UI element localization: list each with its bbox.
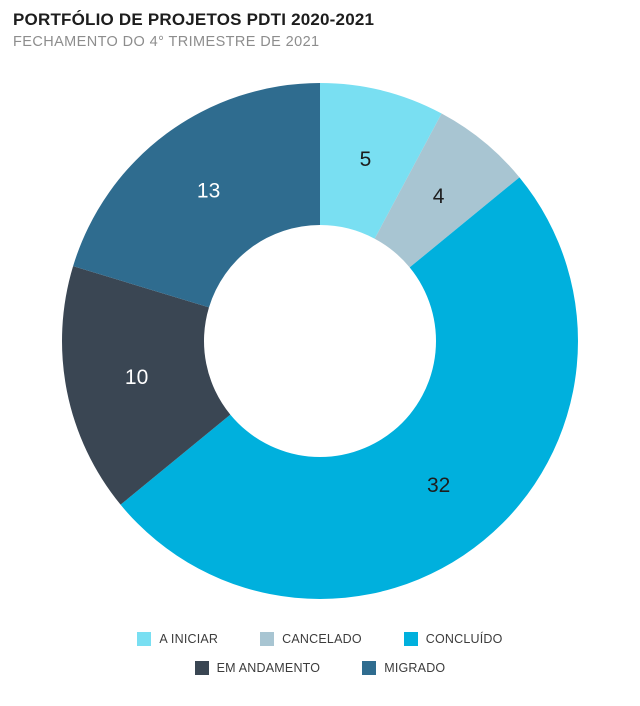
slice-value-label-migrado: 13: [197, 179, 220, 202]
donut-slice-a-iniciar: [320, 82, 442, 239]
chart-subtitle: FECHAMENTO DO 4° TRIMESTRE DE 2021: [13, 34, 320, 51]
slice-value-label-cancelado: 4: [433, 185, 445, 208]
legend-item-concluido: CONCLUÍDO: [403, 631, 503, 646]
donut-slice-concluido: [120, 177, 579, 599]
slice-value-label-a-iniciar: 5: [360, 148, 372, 171]
legend-label-a-iniciar: A INICIAR: [159, 631, 219, 646]
legend-item-cancelado: CANCELADO: [260, 631, 362, 646]
legend-swatch-concluido: [403, 631, 418, 646]
chart-header: PORTFÓLIO DE PROJETOS PDTI 2020-2021 FEC…: [0, 0, 640, 52]
legend-label-concluido: CONCLUÍDO: [425, 631, 503, 646]
donut-slice-cancelado: [374, 113, 520, 268]
legend-item-migrado: MIGRADO: [362, 660, 446, 675]
chart-title: PORTFÓLIO DE PROJETOS PDTI 2020-2021: [13, 10, 375, 29]
slice-value-label-concluido: 32: [427, 474, 450, 497]
legend-item-a-iniciar: A INICIAR: [137, 631, 219, 646]
donut-slice-em-andamento: [61, 265, 231, 505]
chart-legend: A INICIAR CANCELADO CONCLUÍDO EM ANDAMENTO M…: [90, 631, 550, 675]
legend-item-em-andamento: EM ANDAMENTO: [194, 660, 321, 675]
legend-swatch-a-iniciar: [137, 631, 152, 646]
legend-label-em-andamento: EM ANDAMENTO: [216, 660, 321, 675]
donut-slice-migrado: [73, 82, 320, 308]
legend-swatch-em-andamento: [194, 660, 209, 675]
legend-label-cancelado: CANCELADO: [282, 631, 362, 646]
legend-swatch-cancelado: [260, 631, 275, 646]
legend-swatch-migrado: [362, 660, 377, 675]
legend-label-migrado: MIGRADO: [384, 660, 446, 675]
slice-value-label-em-andamento: 10: [125, 366, 148, 389]
